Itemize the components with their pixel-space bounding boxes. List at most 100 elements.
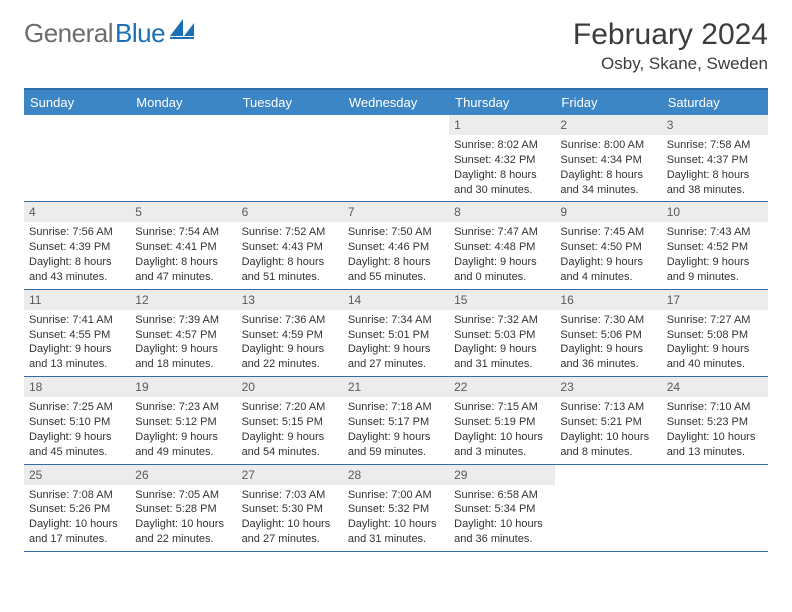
daylight-line1: Daylight: 8 hours — [348, 255, 444, 270]
day-number: 27 — [237, 465, 343, 485]
daylight-line2: and 54 minutes. — [242, 445, 338, 460]
day-body: Sunrise: 7:00 AMSunset: 5:32 PMDaylight:… — [343, 485, 449, 551]
daylight-line2: and 30 minutes. — [454, 183, 550, 198]
daylight-line2: and 51 minutes. — [242, 270, 338, 285]
sunrise-text: Sunrise: 7:23 AM — [135, 400, 231, 415]
daylight-line2: and 0 minutes. — [454, 270, 550, 285]
empty-cell — [662, 464, 768, 551]
day-number: 17 — [662, 290, 768, 310]
day-body: Sunrise: 7:58 AMSunset: 4:37 PMDaylight:… — [662, 135, 768, 201]
day-cell: 29Sunrise: 6:58 AMSunset: 5:34 PMDayligh… — [449, 464, 555, 551]
daylight-line2: and 47 minutes. — [135, 270, 231, 285]
daylight-line1: Daylight: 9 hours — [242, 430, 338, 445]
day-body: Sunrise: 8:02 AMSunset: 4:32 PMDaylight:… — [449, 135, 555, 201]
day-cell: 21Sunrise: 7:18 AMSunset: 5:17 PMDayligh… — [343, 377, 449, 464]
header-row: GeneralBlue February 2024 Osby, Skane, S… — [24, 18, 768, 74]
sunrise-text: Sunrise: 7:54 AM — [135, 225, 231, 240]
day-cell: 8Sunrise: 7:47 AMSunset: 4:48 PMDaylight… — [449, 202, 555, 289]
sunrise-text: Sunrise: 7:32 AM — [454, 313, 550, 328]
daylight-line1: Daylight: 8 hours — [667, 168, 763, 183]
weekday-header: Saturday — [662, 90, 768, 115]
daylight-line1: Daylight: 8 hours — [29, 255, 125, 270]
daylight-line2: and 31 minutes. — [348, 532, 444, 547]
sunrise-text: Sunrise: 7:36 AM — [242, 313, 338, 328]
calendar-header: SundayMondayTuesdayWednesdayThursdayFrid… — [24, 90, 768, 115]
daylight-line2: and 40 minutes. — [667, 357, 763, 372]
weekday-header: Tuesday — [237, 90, 343, 115]
day-cell: 18Sunrise: 7:25 AMSunset: 5:10 PMDayligh… — [24, 377, 130, 464]
day-cell: 27Sunrise: 7:03 AMSunset: 5:30 PMDayligh… — [237, 464, 343, 551]
sunrise-text: Sunrise: 7:15 AM — [454, 400, 550, 415]
daylight-line2: and 38 minutes. — [667, 183, 763, 198]
sunset-text: Sunset: 4:41 PM — [135, 240, 231, 255]
daylight-line2: and 8 minutes. — [560, 445, 656, 460]
sunrise-text: Sunrise: 7:56 AM — [29, 225, 125, 240]
day-cell: 6Sunrise: 7:52 AMSunset: 4:43 PMDaylight… — [237, 202, 343, 289]
daylight-line2: and 59 minutes. — [348, 445, 444, 460]
month-title: February 2024 — [573, 18, 768, 52]
sunset-text: Sunset: 5:34 PM — [454, 502, 550, 517]
sunrise-text: Sunrise: 7:13 AM — [560, 400, 656, 415]
day-cell: 12Sunrise: 7:39 AMSunset: 4:57 PMDayligh… — [130, 289, 236, 376]
sunset-text: Sunset: 5:01 PM — [348, 328, 444, 343]
sunrise-text: Sunrise: 7:20 AM — [242, 400, 338, 415]
day-body: Sunrise: 6:58 AMSunset: 5:34 PMDaylight:… — [449, 485, 555, 551]
sunrise-text: Sunrise: 7:58 AM — [667, 138, 763, 153]
day-body: Sunrise: 7:41 AMSunset: 4:55 PMDaylight:… — [24, 310, 130, 376]
daylight-line2: and 27 minutes. — [242, 532, 338, 547]
daylight-line1: Daylight: 10 hours — [454, 517, 550, 532]
day-cell: 26Sunrise: 7:05 AMSunset: 5:28 PMDayligh… — [130, 464, 236, 551]
sunset-text: Sunset: 4:39 PM — [29, 240, 125, 255]
daylight-line2: and 45 minutes. — [29, 445, 125, 460]
brand-part1: General — [24, 18, 113, 49]
sunrise-text: Sunrise: 7:00 AM — [348, 488, 444, 503]
day-cell: 13Sunrise: 7:36 AMSunset: 4:59 PMDayligh… — [237, 289, 343, 376]
sunrise-text: Sunrise: 8:00 AM — [560, 138, 656, 153]
day-number: 1 — [449, 115, 555, 135]
daylight-line2: and 36 minutes. — [454, 532, 550, 547]
daylight-line2: and 22 minutes. — [135, 532, 231, 547]
day-number: 11 — [24, 290, 130, 310]
sunrise-text: Sunrise: 6:58 AM — [454, 488, 550, 503]
sunrise-text: Sunrise: 7:03 AM — [242, 488, 338, 503]
day-cell: 15Sunrise: 7:32 AMSunset: 5:03 PMDayligh… — [449, 289, 555, 376]
daylight-line1: Daylight: 10 hours — [242, 517, 338, 532]
day-number: 22 — [449, 377, 555, 397]
day-body: Sunrise: 7:30 AMSunset: 5:06 PMDaylight:… — [555, 310, 661, 376]
day-body: Sunrise: 7:43 AMSunset: 4:52 PMDaylight:… — [662, 222, 768, 288]
sunset-text: Sunset: 4:46 PM — [348, 240, 444, 255]
day-body: Sunrise: 7:18 AMSunset: 5:17 PMDaylight:… — [343, 397, 449, 463]
sunset-text: Sunset: 4:34 PM — [560, 153, 656, 168]
sunset-text: Sunset: 5:26 PM — [29, 502, 125, 517]
daylight-line1: Daylight: 9 hours — [667, 255, 763, 270]
title-block: February 2024 Osby, Skane, Sweden — [573, 18, 768, 74]
day-cell: 20Sunrise: 7:20 AMSunset: 5:15 PMDayligh… — [237, 377, 343, 464]
day-number: 6 — [237, 202, 343, 222]
daylight-line1: Daylight: 9 hours — [135, 430, 231, 445]
day-cell: 10Sunrise: 7:43 AMSunset: 4:52 PMDayligh… — [662, 202, 768, 289]
day-number: 15 — [449, 290, 555, 310]
sunset-text: Sunset: 5:21 PM — [560, 415, 656, 430]
day-cell: 16Sunrise: 7:30 AMSunset: 5:06 PMDayligh… — [555, 289, 661, 376]
day-cell: 23Sunrise: 7:13 AMSunset: 5:21 PMDayligh… — [555, 377, 661, 464]
day-body: Sunrise: 7:03 AMSunset: 5:30 PMDaylight:… — [237, 485, 343, 551]
day-body: Sunrise: 7:08 AMSunset: 5:26 PMDaylight:… — [24, 485, 130, 551]
day-cell: 28Sunrise: 7:00 AMSunset: 5:32 PMDayligh… — [343, 464, 449, 551]
day-number: 10 — [662, 202, 768, 222]
sunrise-text: Sunrise: 7:25 AM — [29, 400, 125, 415]
day-number: 7 — [343, 202, 449, 222]
weekday-header: Monday — [130, 90, 236, 115]
day-number: 8 — [449, 202, 555, 222]
sunset-text: Sunset: 4:57 PM — [135, 328, 231, 343]
day-body: Sunrise: 7:54 AMSunset: 4:41 PMDaylight:… — [130, 222, 236, 288]
daylight-line2: and 43 minutes. — [29, 270, 125, 285]
sunset-text: Sunset: 4:48 PM — [454, 240, 550, 255]
daylight-line2: and 34 minutes. — [560, 183, 656, 198]
day-number: 13 — [237, 290, 343, 310]
day-cell: 5Sunrise: 7:54 AMSunset: 4:41 PMDaylight… — [130, 202, 236, 289]
day-number: 21 — [343, 377, 449, 397]
day-number: 4 — [24, 202, 130, 222]
daylight-line1: Daylight: 10 hours — [348, 517, 444, 532]
daylight-line1: Daylight: 10 hours — [135, 517, 231, 532]
sunset-text: Sunset: 5:06 PM — [560, 328, 656, 343]
